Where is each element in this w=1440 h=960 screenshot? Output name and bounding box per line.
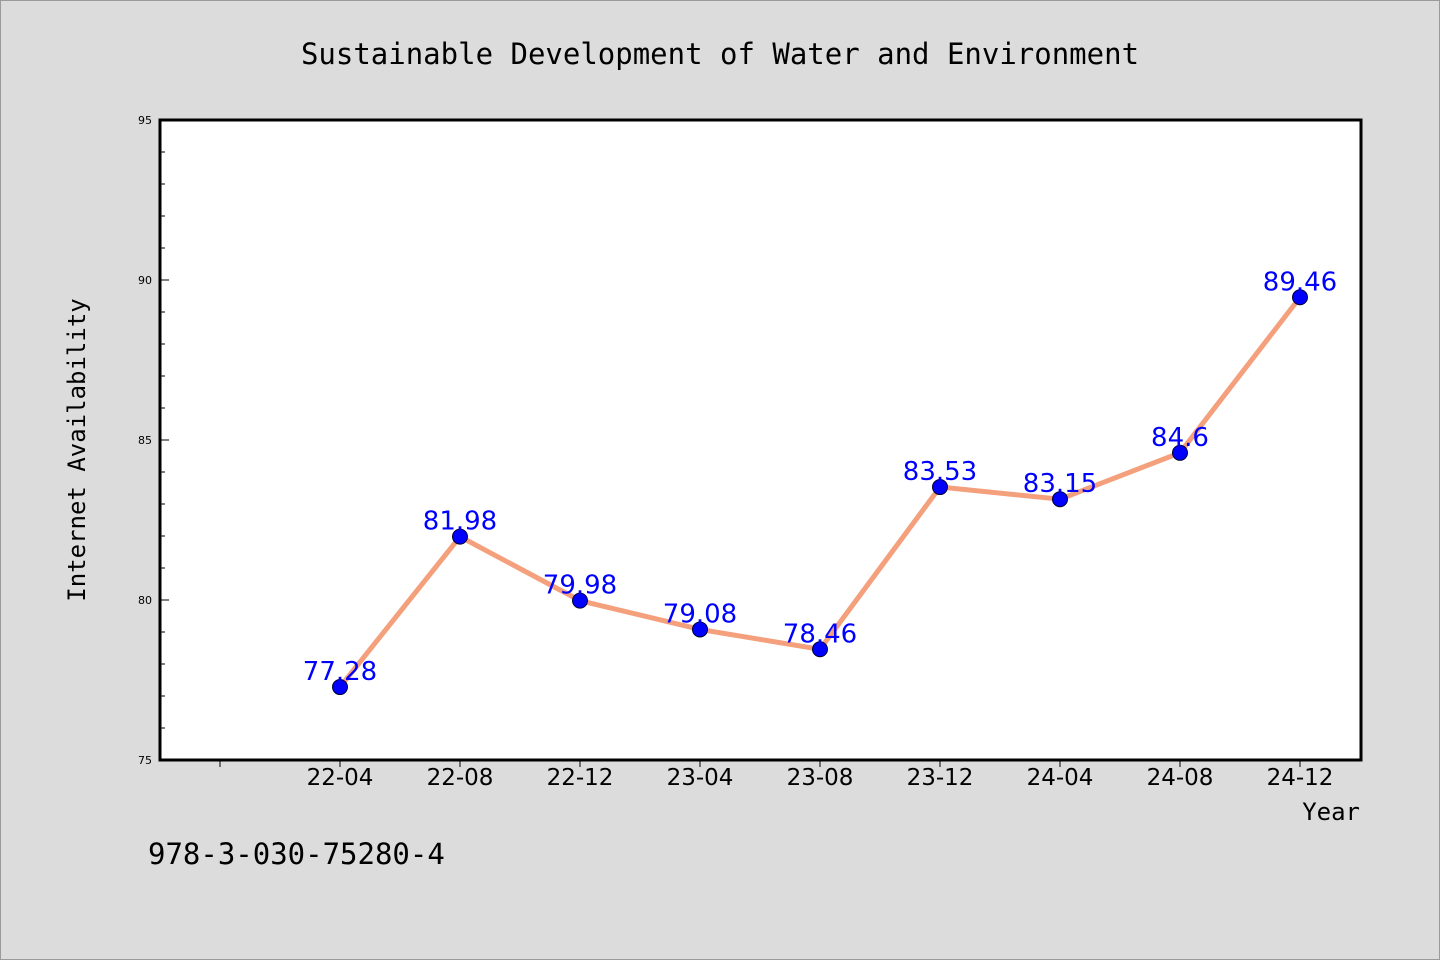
data-point-marker: [1292, 289, 1308, 306]
y-tick-label: 95: [138, 114, 152, 127]
x-axis: 22-04 22-08 22-12 23-04 23-08 23-12 24-04 24-08…: [219, 760, 1334, 791]
x-axis-label: Year: [1302, 798, 1360, 826]
annotation-text: 978-3-030-75280-4: [148, 837, 445, 871]
x-tick-label: 23-08: [787, 765, 854, 791]
data-label: 81.98: [423, 507, 497, 537]
data-point-marker: [1172, 444, 1188, 461]
series-line-group: 77.28 81.98 79.98 79.08 78.46 83.53 83.15 84.6 8…: [303, 267, 1337, 696]
data-label: 79.08: [663, 599, 737, 629]
data-label: 78.46: [783, 619, 857, 649]
plot-area: [158, 118, 1363, 762]
x-tick-label: 22-08: [427, 765, 494, 791]
x-tick-label: 24-12: [1267, 765, 1334, 791]
data-point-marker: [572, 592, 588, 609]
data-point-marker: [812, 641, 828, 658]
y-tick-label: 90: [138, 274, 152, 287]
x-tick-label: 24-08: [1147, 765, 1214, 791]
y-axis: 75 80 85 90 95: [138, 114, 169, 767]
y-tick-label: 80: [138, 594, 152, 607]
y-axis-label: Internet Availability: [63, 298, 91, 601]
y-tick-label: 75: [138, 754, 152, 767]
data-label: 77.28: [303, 657, 377, 687]
x-tick-label: 22-04: [307, 765, 374, 791]
data-point-marker: [692, 621, 708, 638]
data-label: 84.6: [1151, 423, 1209, 453]
data-label: 89.46: [1263, 267, 1337, 297]
data-point-marker: [332, 679, 348, 696]
data-label: 79.98: [543, 571, 617, 601]
data-label: 83.53: [903, 457, 977, 487]
data-point-marker: [452, 528, 468, 545]
y-tick-label: 85: [138, 434, 152, 447]
x-tick-label: 23-12: [907, 765, 974, 791]
data-point-marker: [1052, 491, 1068, 508]
x-tick-label: 22-12: [547, 765, 614, 791]
x-tick-label: 24-04: [1027, 765, 1094, 791]
chart-title: Sustainable Development of Water and Env…: [301, 37, 1139, 71]
data-point-marker: [932, 479, 948, 496]
data-label: 83.15: [1023, 469, 1097, 499]
x-tick-label: 23-04: [667, 765, 734, 791]
